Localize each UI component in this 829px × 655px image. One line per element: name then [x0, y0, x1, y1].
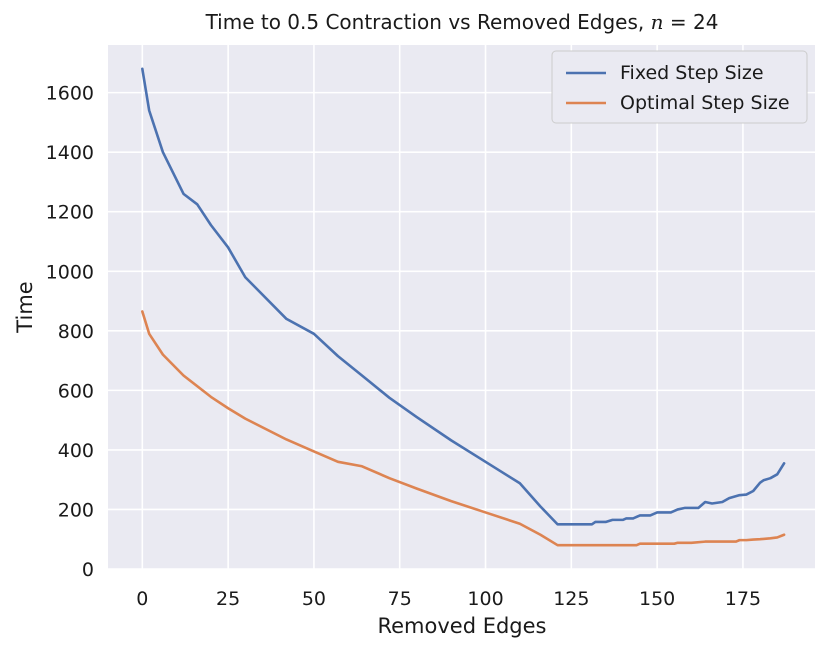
legend-label-fixed: Fixed Step Size: [620, 62, 764, 84]
legend: Fixed Step Size Optimal Step Size: [551, 50, 808, 124]
x-axis-label: Removed Edges: [377, 614, 546, 638]
y-tick-label: 1600: [46, 83, 94, 105]
x-tick-label: 125: [553, 588, 589, 610]
y-tick-label: 200: [58, 499, 94, 521]
y-tick-label: 600: [58, 380, 94, 402]
x-tick-label: 150: [639, 588, 675, 610]
y-tick-label: 400: [58, 440, 94, 462]
plot-background: [108, 45, 815, 569]
grid-lines: [108, 45, 815, 570]
series-line-fixed-step-size: [141, 67, 786, 526]
series-lines: [141, 67, 786, 547]
x-tick-label: 100: [467, 588, 503, 610]
y-tick-label: 0: [82, 559, 94, 581]
chart-title-variable: n: [651, 10, 664, 34]
chart-title: Time to 0.5 Contraction vs Removed Edges…: [205, 10, 719, 34]
x-tick-label: 25: [216, 588, 240, 610]
y-tick-label: 1200: [46, 202, 94, 224]
legend-label-optimal: Optimal Step Size: [620, 92, 790, 114]
tick-labels: 0 25 50 75 100 125 150 175 0 200 400 600 800 1000 1200…: [46, 83, 761, 610]
y-tick-label: 800: [58, 321, 94, 343]
y-axis-label: Time: [13, 281, 37, 333]
y-tick-label: 1400: [46, 142, 94, 164]
series-line-optimal-step-size: [141, 310, 786, 547]
x-tick-label: 0: [136, 588, 148, 610]
y-tick-label: 1000: [46, 261, 94, 283]
x-tick-label: 50: [302, 588, 326, 610]
x-tick-label: 75: [388, 588, 412, 610]
legend-box: [551, 50, 808, 124]
x-tick-label: 175: [725, 588, 761, 610]
